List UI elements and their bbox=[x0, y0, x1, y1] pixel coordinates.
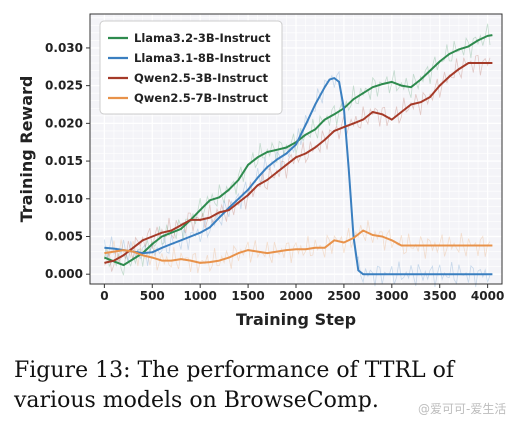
series-line bbox=[104, 62, 493, 264]
y-axis-title: Training Reward bbox=[17, 76, 36, 223]
x-tick-label: 1000 bbox=[183, 289, 216, 303]
x-tick-label: 500 bbox=[140, 289, 165, 303]
raw-trace bbox=[104, 54, 491, 272]
series-layer bbox=[104, 34, 493, 276]
raw-trace bbox=[104, 70, 491, 288]
x-tick-label: 3000 bbox=[375, 289, 408, 303]
legend-box bbox=[99, 20, 283, 115]
y-axis-ticks: 0.000 0.005 0.010 0.015 0.020 0.025 0.030 bbox=[45, 41, 90, 281]
chart: 0 500 1000 1500 2000 2500 3000 3500 4000 0.0000.… bbox=[17, 13, 505, 329]
watermark-text: @爱可可-爱生活 bbox=[418, 402, 507, 416]
series-line bbox=[104, 34, 493, 267]
x-axis-title: Training Step bbox=[236, 310, 356, 329]
y-tick-label: 0.005 bbox=[45, 229, 83, 243]
y-tick-label: 0.000 bbox=[45, 267, 83, 281]
legend-label: Qwen2.5-3B-Instruct bbox=[134, 71, 269, 85]
raw-trace bbox=[104, 220, 491, 274]
y-tick-label: 0.025 bbox=[45, 79, 83, 93]
figure-caption: Figure 13: The performance of TTRL of va… bbox=[14, 358, 455, 413]
x-tick-label: 2500 bbox=[327, 289, 360, 303]
x-tick-label: 2000 bbox=[279, 289, 312, 303]
x-tick-label: 0 bbox=[100, 289, 108, 303]
y-tick-label: 0.030 bbox=[45, 41, 83, 55]
y-tick-label: 0.010 bbox=[45, 192, 83, 206]
x-tick-label: 4000 bbox=[471, 289, 504, 303]
series-line bbox=[104, 77, 493, 276]
legend-label: Llama3.2-3B-Instruct bbox=[134, 31, 271, 45]
y-tick-label: 0.015 bbox=[45, 154, 83, 168]
legend: Llama3.2-3B-Instruct Llama3.1-8B-Instruct… bbox=[99, 20, 283, 115]
y-tick-label: 0.020 bbox=[45, 116, 83, 130]
x-tick-label: 3500 bbox=[423, 289, 456, 303]
legend-label: Qwen2.5-7B-Instruct bbox=[134, 91, 269, 105]
x-tick-label: 1500 bbox=[231, 289, 264, 303]
x-axis-ticks: 0 500 1000 1500 2000 2500 3000 3500 4000 bbox=[100, 284, 504, 303]
legend-label: Llama3.1-8B-Instruct bbox=[134, 51, 271, 65]
series-line bbox=[104, 229, 493, 264]
